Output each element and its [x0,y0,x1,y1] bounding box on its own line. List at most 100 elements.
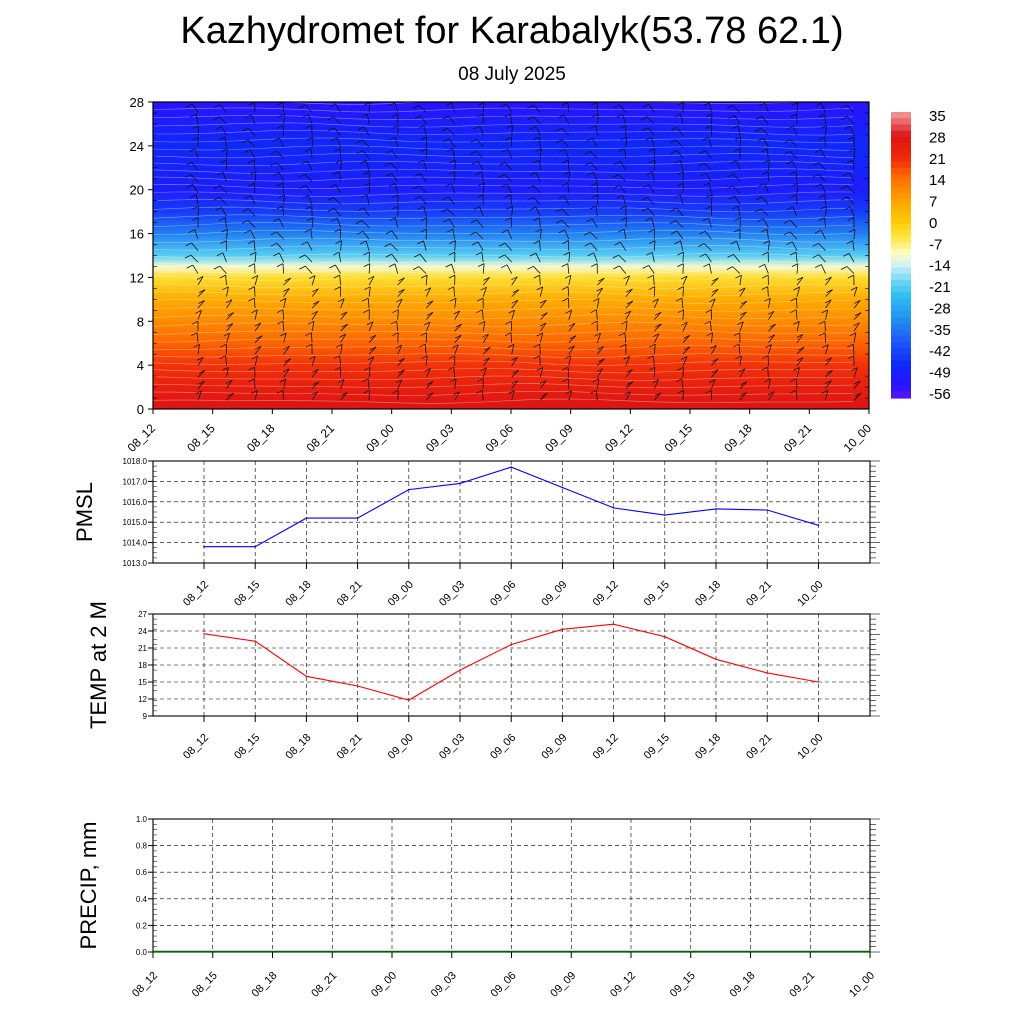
wind-barb [791,160,798,171]
wind-barb-feather [361,113,368,118]
wind-barb-feather [284,358,291,363]
data-point [254,640,256,642]
data-point [408,488,410,491]
wind-barb [593,252,598,263]
wind-barb-feather [363,251,370,256]
wind-barb [623,229,627,240]
wind-barb-feather [355,220,363,224]
wind-barb [511,206,514,217]
wind-barb-feather [448,274,456,279]
wind-barb [796,346,805,355]
wind-barb [708,137,712,148]
colorbar-cell [891,292,911,300]
wind-barb [680,194,684,205]
wind-barb-feather [334,228,341,233]
wind-barb [197,289,206,297]
wind-barb-feather [283,368,290,373]
wind-barb-feather [642,265,649,269]
wind-barb [282,321,284,332]
wind-barb [761,208,769,217]
wind-barb [511,276,518,286]
wind-barb-feather [561,182,568,187]
wind-barb-feather [790,389,797,394]
wind-barb [768,323,776,332]
wind-barb-feather [256,335,263,340]
wind-barb-feather [392,389,399,394]
wind-barb-feather [223,332,230,337]
x-tick-label: 09_09 [548,970,578,1000]
wind-barb-feather [477,113,484,118]
wind-barb [846,266,855,274]
wind-barb [853,229,856,240]
wind-barb-feather [626,369,633,374]
wind-barb-feather [276,205,283,210]
colorbar-cell [891,329,911,337]
wind-barb [653,159,656,171]
wind-barb [561,208,570,217]
wind-barb [283,194,285,205]
wind-barb-feather [796,334,803,338]
wind-barb-feather [413,253,421,258]
wind-barb [539,332,544,343]
wind-barb [763,138,769,148]
wind-barb-feather [356,230,364,235]
wind-barb-feather [674,113,681,118]
wind-barb [849,206,855,217]
wind-barb-feather [737,321,744,326]
contour-line [152,337,853,343]
wind-barb [482,287,487,297]
wind-barb-feather [426,392,434,397]
contour-line [152,237,854,243]
wind-barb [590,242,598,251]
y-tick-label: 1017.0 [123,477,148,486]
x-tick-label: 09_03 [429,970,459,1000]
wind-barb [247,220,256,228]
wind-barb [283,288,290,297]
x-tick-label: 10_00 [795,732,825,762]
wind-barb [593,172,598,182]
wind-barb [454,378,457,389]
data-point [612,623,615,625]
colorbar-cell [891,298,911,306]
wind-barb-feather [251,355,258,360]
colorbar-cell [891,155,911,163]
wind-barb [310,332,313,343]
wind-barb-feather [242,208,249,212]
data-point [254,545,256,548]
wind-barb-feather [470,219,477,224]
wind-barb [397,344,403,355]
wind-barb [248,208,256,217]
wind-barb-feather [533,217,540,221]
wind-barb-feather [414,195,421,200]
x-tick-label: 08_12 [125,421,159,455]
wind-barb-feather [562,159,569,164]
wind-barb [651,137,655,148]
wind-barb-feather [527,116,534,121]
wind-barb [510,332,513,343]
wind-barb [567,182,570,194]
wind-barb [682,252,684,263]
wind-barb-feather [826,369,833,374]
wind-barb [254,322,262,332]
wind-barb [283,358,291,366]
wind-barb-feather [793,286,800,291]
colorbar-cell [891,391,911,399]
wind-barb [250,149,256,159]
wind-barb [425,321,431,332]
colorbar-cell [891,161,911,169]
wind-barb [477,241,484,251]
wind-barb [596,298,600,309]
wind-barb-feather [825,299,832,304]
wind-barb-feather [421,355,428,360]
wind-barb [311,300,320,309]
wind-barb-feather [424,368,431,372]
wind-barb [191,162,199,171]
wind-barb-feather [619,205,627,210]
wind-barb-feather [477,102,485,106]
wind-barb [703,243,712,251]
wind-barb [394,263,399,274]
wind-barb-feather [276,309,284,314]
colorbar-label: -28 [929,300,951,317]
wind-barb-feather [642,127,649,131]
wind-barb [824,136,826,148]
